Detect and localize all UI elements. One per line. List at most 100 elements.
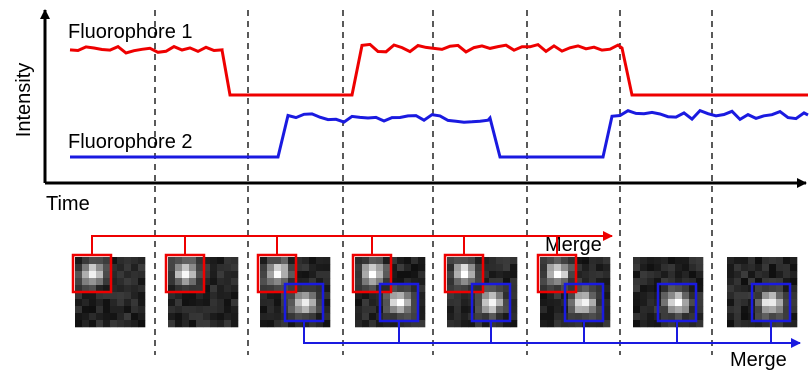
pixel: [103, 278, 110, 285]
pixel: [475, 299, 482, 306]
pixel: [168, 299, 175, 306]
pixel: [454, 257, 461, 264]
pixel: [755, 306, 762, 313]
pixel: [640, 264, 647, 271]
pixel: [189, 313, 196, 320]
pixel: [496, 313, 503, 320]
pixel: [323, 257, 330, 264]
pixel: [210, 278, 217, 285]
pixel: [369, 313, 376, 320]
pixel: [589, 292, 596, 299]
pixel: [447, 271, 454, 278]
pixel: [355, 271, 362, 278]
pixel: [769, 313, 776, 320]
pixel: [734, 292, 741, 299]
pixel: [447, 264, 454, 271]
pixel: [447, 306, 454, 313]
pixel: [355, 299, 362, 306]
pixel: [633, 292, 640, 299]
pixel: [295, 306, 302, 313]
pixel: [362, 306, 369, 313]
pixel: [302, 306, 309, 313]
pixel: [231, 271, 238, 278]
pixel: [82, 306, 89, 313]
pixel: [383, 306, 390, 313]
pixel: [647, 257, 654, 264]
pixel: [647, 320, 654, 327]
pixel: [762, 313, 769, 320]
pixel: [210, 271, 217, 278]
pixel: [117, 278, 124, 285]
pixel: [288, 271, 295, 278]
pixel: [741, 264, 748, 271]
pixel: [547, 271, 554, 278]
pixel: [661, 313, 668, 320]
pixel: [196, 299, 203, 306]
pixel: [138, 271, 145, 278]
pixel: [461, 257, 468, 264]
pixel: [727, 299, 734, 306]
pixel: [755, 271, 762, 278]
pixel: [274, 257, 281, 264]
pixel: [589, 299, 596, 306]
pixel: [224, 306, 231, 313]
pixel: [182, 271, 189, 278]
pixel: [302, 313, 309, 320]
pixel: [675, 306, 682, 313]
pixel: [182, 313, 189, 320]
pixel: [734, 271, 741, 278]
pixel: [397, 292, 404, 299]
pixel: [675, 271, 682, 278]
pixel: [647, 313, 654, 320]
pixel: [482, 306, 489, 313]
pixel: [734, 299, 741, 306]
pixel: [362, 299, 369, 306]
pixel: [96, 278, 103, 285]
pixel: [447, 299, 454, 306]
pixel: [633, 285, 640, 292]
pixel: [675, 257, 682, 264]
pixel: [260, 320, 267, 327]
pixel: [274, 320, 281, 327]
pixel: [175, 320, 182, 327]
pixel: [540, 320, 547, 327]
pixel: [468, 257, 475, 264]
figure: Intensity Time Fluorophore 1 Fluorophore…: [0, 0, 809, 372]
pixel: [383, 299, 390, 306]
pixel: [783, 271, 790, 278]
pixel: [689, 271, 696, 278]
pixel: [397, 285, 404, 292]
pixel: [131, 306, 138, 313]
pixel: [582, 271, 589, 278]
pixel: [647, 264, 654, 271]
pixel: [124, 278, 131, 285]
pixel: [489, 313, 496, 320]
pixel: [168, 313, 175, 320]
pixel: [547, 306, 554, 313]
pixel: [547, 313, 554, 320]
pixel: [96, 271, 103, 278]
pixel: [447, 257, 454, 264]
pixel: [267, 264, 274, 271]
pixel: [124, 292, 131, 299]
pixel: [510, 264, 517, 271]
pixel: [295, 313, 302, 320]
pixel: [175, 306, 182, 313]
pixel: [741, 278, 748, 285]
pixel: [260, 278, 267, 285]
pixel: [103, 271, 110, 278]
pixel: [640, 299, 647, 306]
pixel: [281, 257, 288, 264]
pixel: [274, 299, 281, 306]
pixel: [89, 264, 96, 271]
pixel: [196, 278, 203, 285]
pixel: [762, 257, 769, 264]
pixel: [267, 313, 274, 320]
pixel: [75, 278, 82, 285]
pixel: [668, 257, 675, 264]
pixel: [682, 299, 689, 306]
pixel: [210, 306, 217, 313]
pixel: [189, 299, 196, 306]
pixel: [210, 257, 217, 264]
pixel: [596, 271, 603, 278]
